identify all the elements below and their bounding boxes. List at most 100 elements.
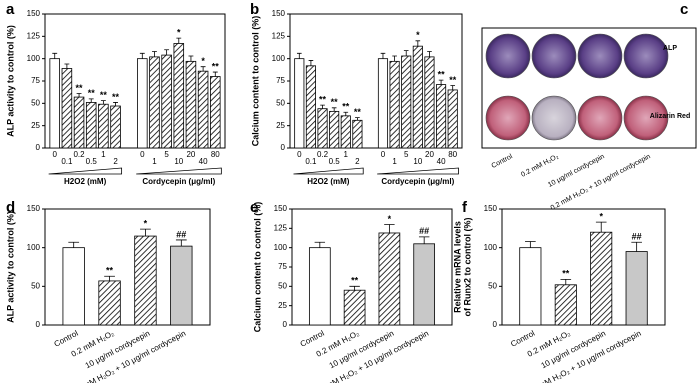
row-label: Alizarin Red (650, 113, 690, 120)
well-image (485, 95, 531, 141)
y-tick-label: 100 (484, 243, 498, 252)
bar (161, 54, 172, 149)
x-tick-label: 2 (355, 157, 360, 166)
x-tick-label: 80 (211, 150, 220, 159)
well-image (531, 33, 577, 79)
x-tick-label: 0 (53, 150, 58, 159)
significance: ** (106, 266, 114, 276)
error-bar (296, 52, 302, 59)
bar (110, 105, 121, 149)
error-bar (380, 52, 386, 59)
x-tick-label: 20 (186, 150, 195, 159)
x-tick-label: 0.5 (329, 157, 341, 166)
y-tick-label: 50 (488, 281, 497, 290)
error-bar (349, 285, 360, 291)
plot-frame (44, 208, 211, 326)
bar (210, 76, 221, 149)
significance: ** (88, 88, 96, 98)
bar (378, 232, 401, 326)
significance: ** (100, 90, 108, 100)
bar (352, 119, 363, 149)
x-tick-label: 0.2 mM H₂O₂ + 10 μg/ml cordycepin (525, 329, 642, 383)
error-bar (392, 55, 397, 62)
y-axis-title: Calcium content to control (%) (250, 16, 260, 147)
y-tick-label: 100 (274, 243, 288, 252)
significance: * (201, 56, 205, 66)
y-axis-title: ALP activity to control (%) (5, 25, 15, 137)
error-bar (104, 275, 115, 281)
x-tick-label: 40 (199, 157, 208, 166)
significance: * (416, 30, 420, 40)
bar (73, 96, 85, 149)
bar (85, 102, 97, 149)
y-tick-label: 125 (274, 223, 288, 232)
panel-label: a (6, 1, 15, 18)
error-bar (418, 236, 430, 244)
x-tick-label: 2 (113, 157, 118, 166)
y-tick-label: 0 (281, 143, 286, 152)
bar (173, 43, 185, 149)
error-bar (100, 100, 106, 105)
error-bar (308, 60, 314, 66)
x-tick-label: 10 (174, 157, 183, 166)
x-tick-label: 5 (404, 150, 409, 159)
error-bar (438, 79, 444, 85)
significance: ** (212, 61, 220, 71)
x-tick-label: 0 (381, 150, 386, 159)
error-bar (450, 85, 456, 90)
significance: ## (419, 226, 429, 236)
bar (329, 110, 340, 149)
well-image (577, 95, 623, 141)
bar (137, 58, 148, 149)
bar (62, 247, 85, 326)
y-tick-label: 50 (31, 281, 40, 290)
dose-wedge (377, 167, 459, 175)
significance: ** (354, 107, 362, 117)
panel-label: e (250, 199, 258, 216)
well-image (577, 33, 623, 79)
significance: ** (449, 75, 457, 85)
dose-wedge (48, 167, 123, 175)
error-bar (139, 52, 145, 59)
bar (424, 56, 435, 149)
x-tick-label: Control (53, 329, 80, 349)
error-bar (314, 241, 326, 248)
x-tick-label: 0.1 (61, 157, 73, 166)
panel-label: d (6, 199, 15, 216)
y-tick-label: 25 (276, 121, 285, 130)
x-tick-label: 1 (344, 150, 349, 159)
well-image (623, 95, 669, 141)
dose-wedge (136, 167, 222, 175)
group-label: Cordycepin (μg/ml) (142, 177, 215, 186)
error-bar (175, 239, 187, 247)
bar (294, 58, 305, 149)
y-axis-title: ALP activity to control (%) (5, 211, 15, 323)
error-bar (343, 111, 349, 116)
x-tick-label: 0.2 mM H₂O₂ + 10 μg/ml cordycepin (313, 329, 430, 383)
x-tick-label: 1 (392, 157, 397, 166)
x-tick-label: 0 (140, 150, 145, 159)
bar (343, 289, 366, 326)
bar (401, 55, 412, 149)
bar (625, 251, 648, 326)
error-bar (560, 278, 572, 285)
y-tick-label: 75 (31, 76, 40, 85)
y-tick-label: 150 (484, 204, 498, 213)
panel-label: c (680, 1, 688, 18)
significance: ** (438, 69, 446, 79)
error-bar (320, 104, 325, 109)
bar (98, 103, 109, 149)
y-tick-label: 50 (278, 281, 287, 290)
y-tick-label: 0 (36, 320, 41, 329)
y-tick-label: 150 (274, 204, 288, 213)
x-tick-label: 0.2 (73, 150, 85, 159)
bar (519, 247, 542, 326)
significance: ** (76, 83, 84, 93)
group-label: H2O2 (mM) (64, 177, 107, 186)
error-bar (212, 71, 218, 77)
well-image (623, 33, 669, 79)
bar (185, 60, 197, 149)
significance: ** (331, 97, 339, 107)
y-tick-label: 50 (31, 98, 40, 107)
